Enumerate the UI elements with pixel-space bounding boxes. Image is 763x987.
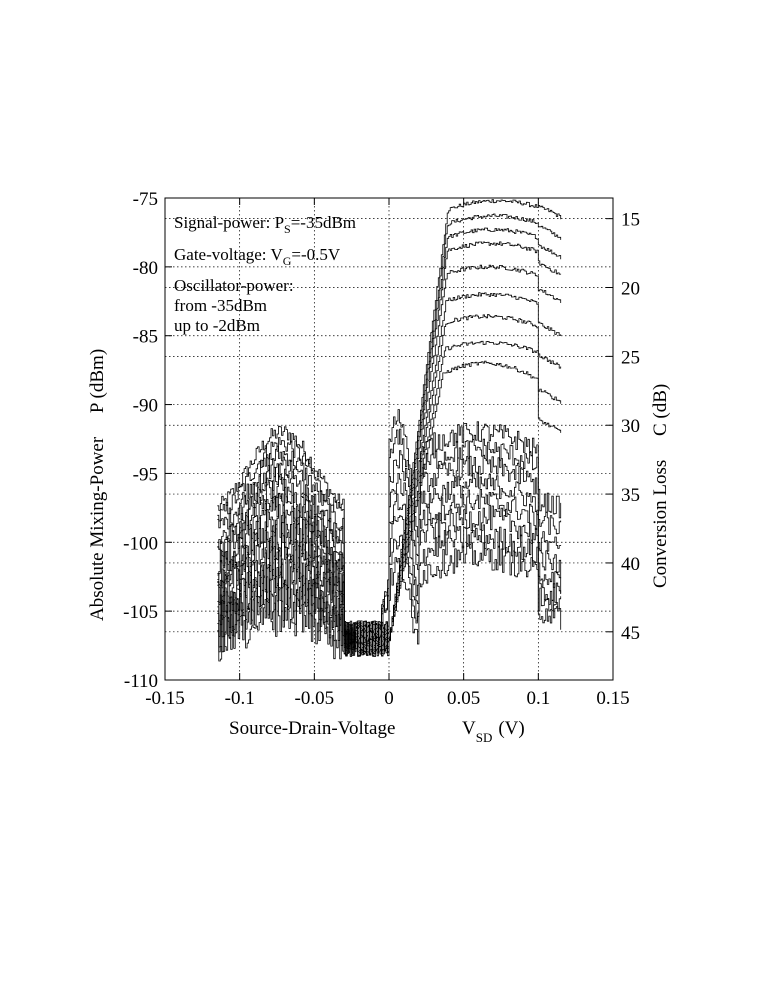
y-axis-left-title: Absolute Mixing-Power P (dBm) — [87, 349, 108, 621]
y-tick-label: -110 — [124, 671, 158, 692]
y-tick-label: -90 — [133, 396, 158, 417]
x-tick-label: 0.05 — [447, 688, 480, 709]
annotation-osc-line3: up to -2dBm — [174, 316, 260, 335]
y-axis-right-title: Conversion Loss C (dB) — [650, 384, 671, 588]
x-tick-label: -0.05 — [295, 688, 335, 709]
x-tick-label: -0.1 — [225, 688, 255, 709]
annotation-gate-prefix: Gate-voltage: V — [174, 245, 283, 264]
annotation-gate-value: =-0.5V — [291, 245, 340, 264]
annotation-osc-line2: from -35dBm — [174, 296, 267, 315]
right-tick-label: 40 — [621, 554, 640, 575]
x-axis-title-main: Source-Drain-Voltage — [229, 718, 395, 739]
x-tick-label: 0.1 — [526, 688, 550, 709]
y-tick-label: -80 — [133, 258, 158, 279]
annotation-signal-value: =-35dBm — [291, 213, 356, 232]
y-tick-label: -75 — [133, 189, 158, 210]
series-line — [217, 504, 562, 656]
series-line — [217, 213, 562, 656]
right-tick-label: 20 — [621, 279, 640, 300]
right-tick-label: 45 — [621, 623, 640, 644]
annotation-osc-line1: Oscillator-power: — [174, 276, 294, 295]
x-tick-label: 0.15 — [596, 688, 629, 709]
x-tick-label: 0 — [384, 688, 394, 709]
right-tick-label: 35 — [621, 485, 640, 506]
x-axis-unit: (V) — [498, 718, 524, 739]
annotation-signal-sub: S — [284, 222, 291, 236]
annotation-signal-prefix: Signal-power: P — [174, 213, 284, 232]
annotation-signal-power: Signal-power: PS=-35dBm — [174, 213, 356, 236]
series-line — [217, 472, 562, 654]
series-line — [217, 524, 562, 656]
annotation-gate-sub: G — [283, 254, 292, 268]
y-tick-label: -100 — [123, 533, 158, 554]
annotation-gate-voltage: Gate-voltage: VG=-0.5V — [174, 245, 341, 268]
x-axis-title: Source-Drain-Voltage — [229, 718, 395, 739]
axis-ticks: -0.15 -0.1 -0.05 0 0.05 0.1 0.15 -75 -80 -85 -90 -9… — [123, 189, 640, 709]
x-tick-label: -0.15 — [145, 688, 185, 709]
series-lines — [217, 199, 562, 662]
annotation-block: Signal-power: PS=-35dBm Gate-voltage: VG… — [174, 213, 356, 335]
y-tick-label: -85 — [133, 327, 158, 348]
right-tick-label: 15 — [621, 210, 640, 231]
x-axis-symbol: VSD (V) — [462, 718, 525, 745]
x-axis-symbol-sub: SD — [476, 730, 493, 745]
right-tick-label: 25 — [621, 347, 640, 368]
x-axis-symbol-letter: V — [462, 718, 476, 739]
series-line — [217, 428, 562, 657]
series-line — [217, 542, 562, 662]
y-tick-label: -105 — [123, 602, 158, 623]
y-tick-label: -95 — [133, 464, 158, 485]
right-tick-label: 30 — [621, 416, 640, 437]
